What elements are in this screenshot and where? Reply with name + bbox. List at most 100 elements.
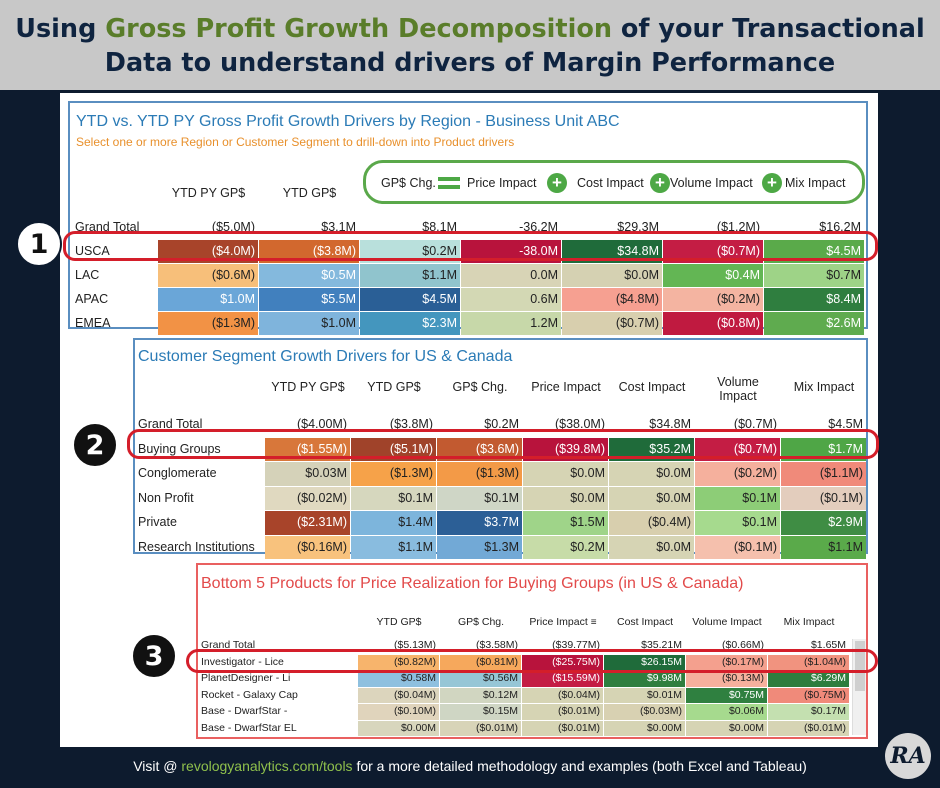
table-cell[interactable]: $4.5M	[764, 240, 864, 263]
table-cell[interactable]: ($2.31M)	[265, 511, 350, 535]
table-cell[interactable]: $5.5M	[259, 288, 359, 311]
table-cell[interactable]: 0.0M	[461, 264, 561, 287]
table-cell[interactable]: -38.0M	[461, 240, 561, 263]
table-cell[interactable]: $0.2M	[523, 535, 608, 559]
row-label[interactable]: APAC	[75, 292, 109, 306]
table-cell[interactable]: $0.00M	[686, 720, 767, 736]
table-cell[interactable]: ($0.1M)	[781, 486, 866, 510]
table-cell[interactable]: $2.3M	[360, 312, 460, 335]
table-cell[interactable]: ($1.55M)	[265, 437, 350, 461]
row-label[interactable]: Base - DwarfStar EL	[201, 721, 297, 734]
table-cell[interactable]: $0.06M	[686, 704, 767, 720]
table-cell[interactable]: $2.9M	[781, 511, 866, 535]
table-cell[interactable]: $0.1M	[437, 486, 522, 510]
table-cell[interactable]: ($1.1M)	[781, 462, 866, 486]
table-cell[interactable]: $1.3M	[437, 535, 522, 559]
table-cell[interactable]: ($0.7M)	[562, 312, 662, 335]
table-cell[interactable]: $8.4M	[764, 288, 864, 311]
table-cell[interactable]: ($0.01M)	[522, 720, 603, 736]
table-cell[interactable]: ($0.01M)	[440, 720, 521, 736]
row-label[interactable]: Rocket - Galaxy Cap	[201, 688, 298, 701]
table-cell[interactable]: $0.2M	[360, 240, 460, 263]
row-label[interactable]: USCA	[72, 239, 158, 263]
row-label[interactable]: Non Profit	[138, 490, 194, 505]
table-cell[interactable]: $6.29M	[768, 671, 849, 687]
table-cell[interactable]: ($3.6M)	[437, 437, 522, 461]
table-cell[interactable]: 0.6M	[461, 288, 561, 311]
row-label[interactable]: PlanetDesigner - Li	[201, 672, 291, 684]
table-cell[interactable]: $0.0M	[609, 486, 694, 510]
row-label[interactable]: Buying Groups	[135, 436, 265, 461]
table-cell[interactable]: $0.00M	[604, 720, 685, 736]
table-cell[interactable]: ($1.3M)	[351, 462, 436, 486]
table-cell[interactable]: ($0.17M)	[686, 654, 767, 670]
table-cell[interactable]: ($0.2M)	[695, 462, 780, 486]
table-cell[interactable]: $0.17M	[768, 704, 849, 720]
products-scrollbar[interactable]	[852, 639, 866, 735]
table-cell[interactable]: ($0.1M)	[695, 535, 780, 559]
table-cell[interactable]: $0.1M	[351, 486, 436, 510]
table-cell[interactable]: ($5.1M)	[351, 437, 436, 461]
row-label[interactable]: EMEA	[75, 316, 111, 330]
table-cell[interactable]: $0.5M	[259, 264, 359, 287]
table-cell[interactable]: ($0.6M)	[158, 264, 258, 287]
row-label[interactable]: Conglomerate	[138, 466, 217, 480]
table-cell[interactable]: ($1.3M)	[158, 312, 258, 335]
table-cell[interactable]: $1.0M	[158, 288, 258, 311]
table-cell[interactable]: $0.01M	[604, 687, 685, 703]
row-label[interactable]: Grand Total	[201, 639, 256, 651]
table-cell[interactable]: ($39.8M)	[523, 437, 608, 461]
table-cell[interactable]: $0.58M	[358, 671, 439, 687]
table-cell[interactable]: $26.15M	[604, 654, 685, 670]
table-cell[interactable]: $0.4M	[663, 264, 763, 287]
table-cell[interactable]: ($0.8M)	[663, 312, 763, 335]
table-cell[interactable]: $1.7M	[781, 437, 866, 461]
table-cell[interactable]: $0.1M	[695, 486, 780, 510]
table-cell[interactable]: ($0.13M)	[686, 671, 767, 687]
table-cell[interactable]: $0.03M	[265, 462, 350, 486]
table-cell[interactable]: $1.1M	[351, 535, 436, 559]
table-cell[interactable]: $0.00M	[358, 720, 439, 736]
table-cell[interactable]: ($0.75M)	[768, 687, 849, 703]
row-label[interactable]: LAC	[75, 268, 100, 282]
row-label[interactable]: Grand Total	[75, 220, 140, 234]
table-cell[interactable]: $1.1M	[781, 535, 866, 559]
table-cell[interactable]: ($0.03M)	[604, 704, 685, 720]
table-cell[interactable]: ($0.10M)	[358, 704, 439, 720]
sort-icon[interactable]: ≡	[590, 617, 597, 628]
table-cell[interactable]: $0.0M	[523, 486, 608, 510]
table-cell[interactable]: ($4.0M)	[158, 240, 258, 263]
row-label[interactable]: Research Institutions	[138, 539, 255, 554]
table-cell[interactable]: $34.8M	[562, 240, 662, 263]
table-cell[interactable]: 1.2M	[461, 312, 561, 335]
table-cell[interactable]: $0.56M	[440, 671, 521, 687]
table-cell[interactable]: $0.0M	[523, 462, 608, 486]
table-cell[interactable]: $2.6M	[764, 312, 864, 335]
table-cell[interactable]: ($25.75M)	[522, 654, 603, 670]
table-cell[interactable]: $0.0M	[609, 462, 694, 486]
table-cell[interactable]: $9.98M	[604, 671, 685, 687]
table-cell[interactable]: $0.0M	[609, 535, 694, 559]
table-cell[interactable]: ($15.59M)	[522, 671, 603, 687]
table-cell[interactable]: ($4.8M)	[562, 288, 662, 311]
table-cell[interactable]: $35.2M	[609, 437, 694, 461]
table-cell[interactable]: ($0.16M)	[265, 535, 350, 559]
table-cell[interactable]: $3.7M	[437, 511, 522, 535]
table-cell[interactable]: $1.0M	[259, 312, 359, 335]
table-cell[interactable]: ($3.8M)	[259, 240, 359, 263]
row-label[interactable]: Private	[138, 515, 177, 529]
table-cell[interactable]: ($1.04M)	[768, 654, 849, 670]
table-cell[interactable]: ($1.3M)	[437, 462, 522, 486]
table-cell[interactable]: ($0.01M)	[768, 720, 849, 736]
table-cell[interactable]: ($0.7M)	[695, 437, 780, 461]
table-cell[interactable]: $1.5M	[523, 511, 608, 535]
row-label[interactable]: Base - DwarfStar -	[201, 705, 288, 717]
table-cell[interactable]: $1.1M	[360, 264, 460, 287]
table-cell[interactable]: $0.15M	[440, 704, 521, 720]
table-cell[interactable]: $0.75M	[686, 687, 767, 703]
table-cell[interactable]: $0.1M	[695, 511, 780, 535]
table-cell[interactable]: $4.5M	[360, 288, 460, 311]
table-cell[interactable]: $1.4M	[351, 511, 436, 535]
table-cell[interactable]: $0.12M	[440, 687, 521, 703]
table-cell[interactable]: ($0.81M)	[440, 654, 521, 670]
